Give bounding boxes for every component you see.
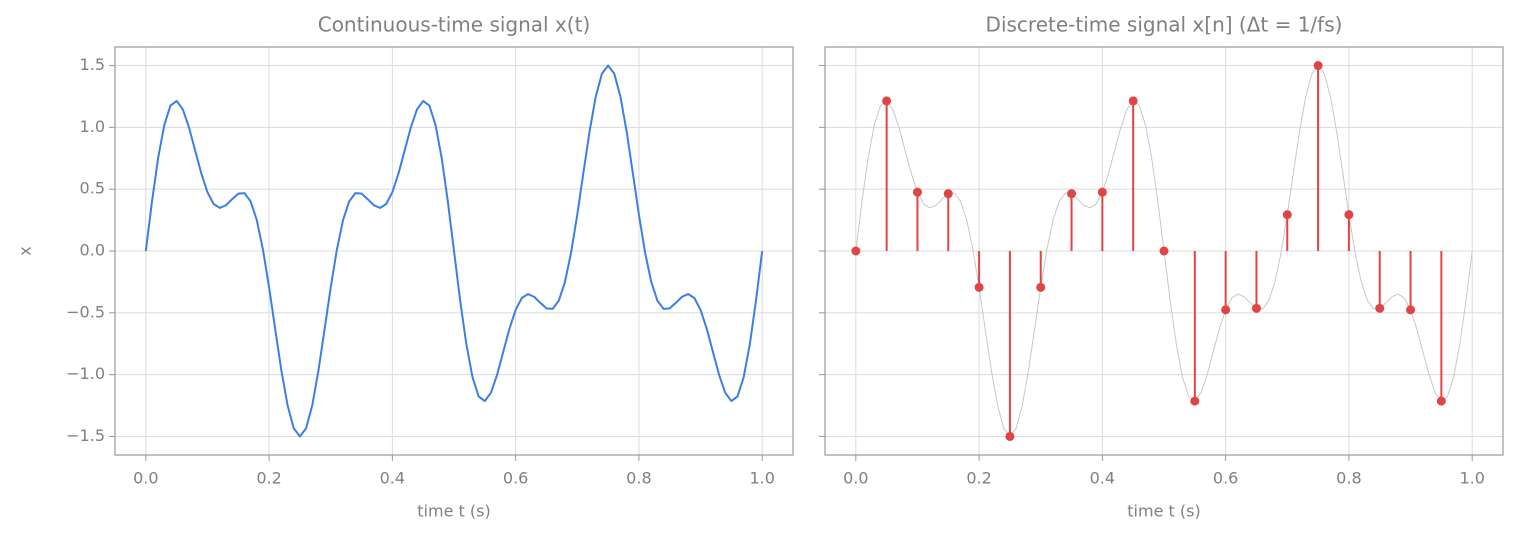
x-tick-label: 0.6 [1213, 469, 1238, 488]
x-axis-label: time t (s) [1127, 502, 1200, 521]
stem-marker [882, 96, 892, 106]
stem-marker [1221, 305, 1231, 315]
stem-marker [1282, 210, 1292, 220]
x-tick-label: 1.0 [749, 469, 774, 488]
y-axis-label: x [16, 246, 35, 255]
x-tick-label: 1.0 [1459, 469, 1484, 488]
axes-frame [114, 46, 794, 456]
axes-frame [824, 46, 1504, 456]
stem-marker [851, 246, 861, 256]
signal-line [144, 64, 764, 438]
stem-marker [943, 189, 953, 199]
y-tick-label: 0.5 [80, 179, 105, 198]
x-tick-label: 0.0 [843, 469, 868, 488]
stem-marker [1036, 282, 1046, 292]
chart-title: Discrete-time signal x[n] (Δt = 1/fs) [986, 13, 1343, 37]
stem-marker [1067, 189, 1077, 199]
y-tick-label: −1.0 [66, 364, 105, 383]
y-tick-label: −1.5 [66, 426, 105, 445]
x-tick-label: 0.2 [256, 469, 281, 488]
y-tick-label: 1.0 [80, 117, 105, 136]
x-tick-label: 0.8 [626, 469, 651, 488]
x-tick-label: 0.6 [503, 469, 528, 488]
y-tick-label: −0.5 [66, 302, 105, 321]
stem-marker [1436, 396, 1446, 406]
x-tick-label: 0.2 [966, 469, 991, 488]
x-tick-label: 0.4 [380, 469, 405, 488]
y-tick-label: 1.5 [80, 55, 105, 74]
stem-marker [974, 282, 984, 292]
x-tick-label: 0.4 [1090, 469, 1115, 488]
x-axis-label: time t (s) [417, 502, 490, 521]
stem-marker [1406, 305, 1416, 315]
stem-marker [1190, 396, 1200, 406]
stem-marker [1251, 303, 1261, 313]
stem-marker [1097, 187, 1107, 197]
stem-marker [1159, 246, 1169, 256]
x-tick-label: 0.8 [1336, 469, 1361, 488]
stem-marker [912, 187, 922, 197]
stem-marker [1128, 96, 1138, 106]
x-tick-label: 0.0 [133, 469, 158, 488]
stem-marker [1313, 61, 1323, 71]
subplot: 0.0 0.2 0.4 0.6 0.8 1.0 Discrete-time signal x… [819, 13, 1504, 521]
stem-marker [1005, 431, 1015, 441]
subplot: 0.0 0.2 0.4 0.6 0.8 1.0 −1.5 −1.0 −0.5 0.0 0.5 1.0 1… [16, 13, 794, 521]
stem-marker [1375, 303, 1385, 313]
stem-marker [1344, 210, 1354, 220]
y-tick-label: 0.0 [80, 241, 105, 260]
chart-title: Continuous-time signal x(t) [318, 13, 591, 37]
